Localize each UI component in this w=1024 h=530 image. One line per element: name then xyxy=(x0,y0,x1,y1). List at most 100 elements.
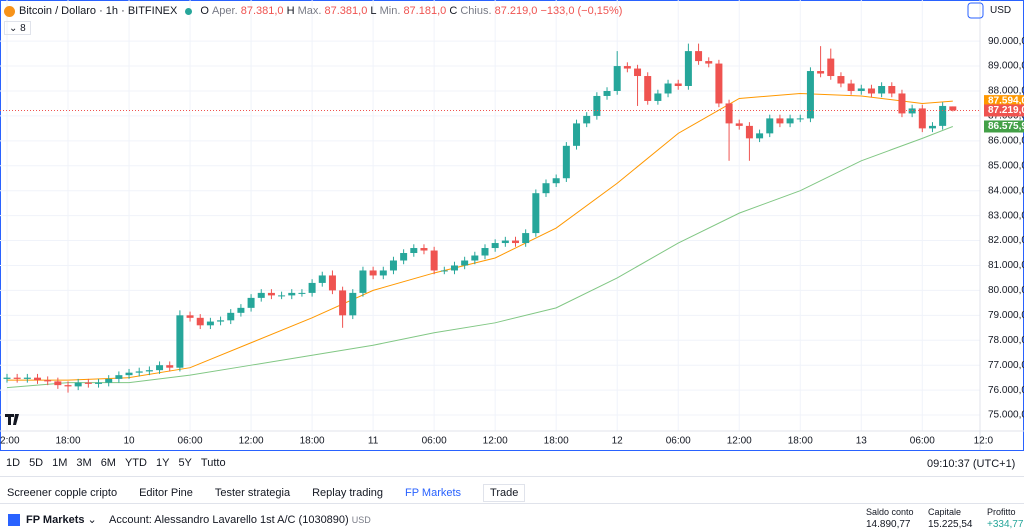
candle-body xyxy=(786,118,794,124)
x-tick-label: 06:00 xyxy=(910,436,935,447)
candle-body xyxy=(471,255,479,261)
price-label-box xyxy=(984,104,1024,117)
tab[interactable]: FP Markets xyxy=(405,487,462,499)
candle-body xyxy=(776,118,784,124)
tab[interactable]: Tester strategia xyxy=(214,487,291,499)
candle-body xyxy=(817,71,825,74)
candle-body xyxy=(328,275,336,291)
tab[interactable]: Trade xyxy=(483,484,526,502)
bottom-tabs: Screener copple cripto Editor Pine Tester … xyxy=(7,484,547,502)
range-button[interactable]: 6M xyxy=(100,457,116,469)
candle-body xyxy=(135,371,143,373)
candle-body xyxy=(359,270,367,293)
y-tick-label: 86.000,0 xyxy=(988,135,1024,146)
candle-body xyxy=(491,243,499,249)
candle-body xyxy=(420,248,428,251)
y-tick-label: 75.000,0 xyxy=(988,410,1024,421)
o: O xyxy=(200,5,209,17)
candle-body xyxy=(34,377,42,381)
currency[interactable]: USD xyxy=(990,5,1012,16)
candle-body xyxy=(878,86,886,94)
range-button[interactable]: 5D xyxy=(29,457,44,469)
candle-body xyxy=(766,118,774,134)
c-val: 87.219,0 xyxy=(494,5,538,17)
candle-body xyxy=(400,253,408,261)
range-button[interactable]: 1M xyxy=(52,457,68,469)
x-tick-label: 10 xyxy=(123,436,135,447)
candle-body xyxy=(623,66,631,69)
candle-body xyxy=(603,90,611,96)
range-button[interactable]: YTD xyxy=(124,457,147,469)
c: C xyxy=(449,5,458,17)
symbol[interactable]: Bitcoin / Dollaro · 1h · BITFINEX xyxy=(19,5,178,17)
range-button[interactable]: 1D xyxy=(6,457,21,469)
tab[interactable]: Screener copple cripto xyxy=(7,487,118,499)
price-label: 87.594,0 xyxy=(988,96,1024,107)
candle-body xyxy=(156,365,164,371)
candle-body xyxy=(389,260,397,271)
candle-body xyxy=(695,51,703,62)
candle-body xyxy=(664,83,672,94)
candle-body xyxy=(115,375,123,379)
x-tick-label: 12 xyxy=(612,436,624,447)
candle-body xyxy=(613,66,621,91)
candle-body xyxy=(3,377,11,379)
broker[interactable]: FP Markets xyxy=(26,513,85,526)
o-val: 87.381,0 xyxy=(240,5,284,17)
tab[interactable]: Editor Pine xyxy=(139,487,193,499)
candle-body xyxy=(257,292,265,298)
h-val: 87.381,0 xyxy=(324,5,368,17)
l-val: 87.181,0 xyxy=(403,5,447,17)
y-tick-label: 88.000,0 xyxy=(988,86,1024,97)
x-tick-label: 18:00 xyxy=(544,436,569,447)
l-name: Min. xyxy=(379,5,401,17)
candle-body xyxy=(552,178,560,184)
y-tick-label: 84.000,0 xyxy=(988,185,1024,196)
candle-body xyxy=(684,51,692,86)
range-toolbar: 1D 5D 1M 3M 6M YTD 1Y 5Y Tutto xyxy=(6,455,235,471)
separator xyxy=(0,503,1024,504)
stat-value: 15.225,54 xyxy=(928,519,973,530)
y-tick-label: 90.000,0 xyxy=(988,36,1024,47)
separator xyxy=(0,476,1024,477)
candle-body xyxy=(888,86,896,94)
x-tick-label: 06:00 xyxy=(422,436,447,447)
y-tick-label: 76.000,0 xyxy=(988,385,1024,396)
x-tick-label: 18:00 xyxy=(788,436,813,447)
candle-body xyxy=(562,145,570,179)
change: −133,0 (−0,15%) xyxy=(540,5,623,17)
candle-body xyxy=(939,105,947,126)
candle-body xyxy=(928,125,936,129)
range-button[interactable]: 3M xyxy=(76,457,92,469)
candle-body xyxy=(288,292,296,296)
candle-body xyxy=(725,103,733,124)
range-button[interactable]: 1Y xyxy=(155,457,170,469)
y-tick-label: 77.000,0 xyxy=(988,360,1024,371)
candle-body xyxy=(44,380,52,382)
candle-body xyxy=(237,307,245,313)
y-tick-label: 83.000,0 xyxy=(988,210,1024,221)
y-tick-label: 79.000,0 xyxy=(988,310,1024,321)
candle-body xyxy=(654,93,662,101)
candle-body xyxy=(247,297,255,308)
candle-body xyxy=(715,63,723,104)
candle-body xyxy=(227,312,235,321)
candle-body xyxy=(847,83,855,91)
candle-body xyxy=(532,193,540,234)
candle-body xyxy=(481,248,489,256)
candle-body xyxy=(440,270,448,272)
settings-icon[interactable] xyxy=(967,2,984,19)
indicators-toggle[interactable]: ⌄ 8 xyxy=(4,21,31,35)
candle-body xyxy=(125,372,133,376)
candle-body xyxy=(735,123,743,126)
candle-body xyxy=(583,115,591,124)
stat-name: Profitto xyxy=(987,507,1016,517)
y-tick-label: 81.000,0 xyxy=(988,260,1024,271)
range-button[interactable]: 5Y xyxy=(178,457,192,469)
candle-body xyxy=(267,292,275,296)
range-button[interactable]: Tutto xyxy=(200,457,226,469)
price-label: 86.575,9 xyxy=(988,121,1024,132)
broker-icon xyxy=(8,513,20,526)
tab[interactable]: Replay trading xyxy=(312,487,384,499)
